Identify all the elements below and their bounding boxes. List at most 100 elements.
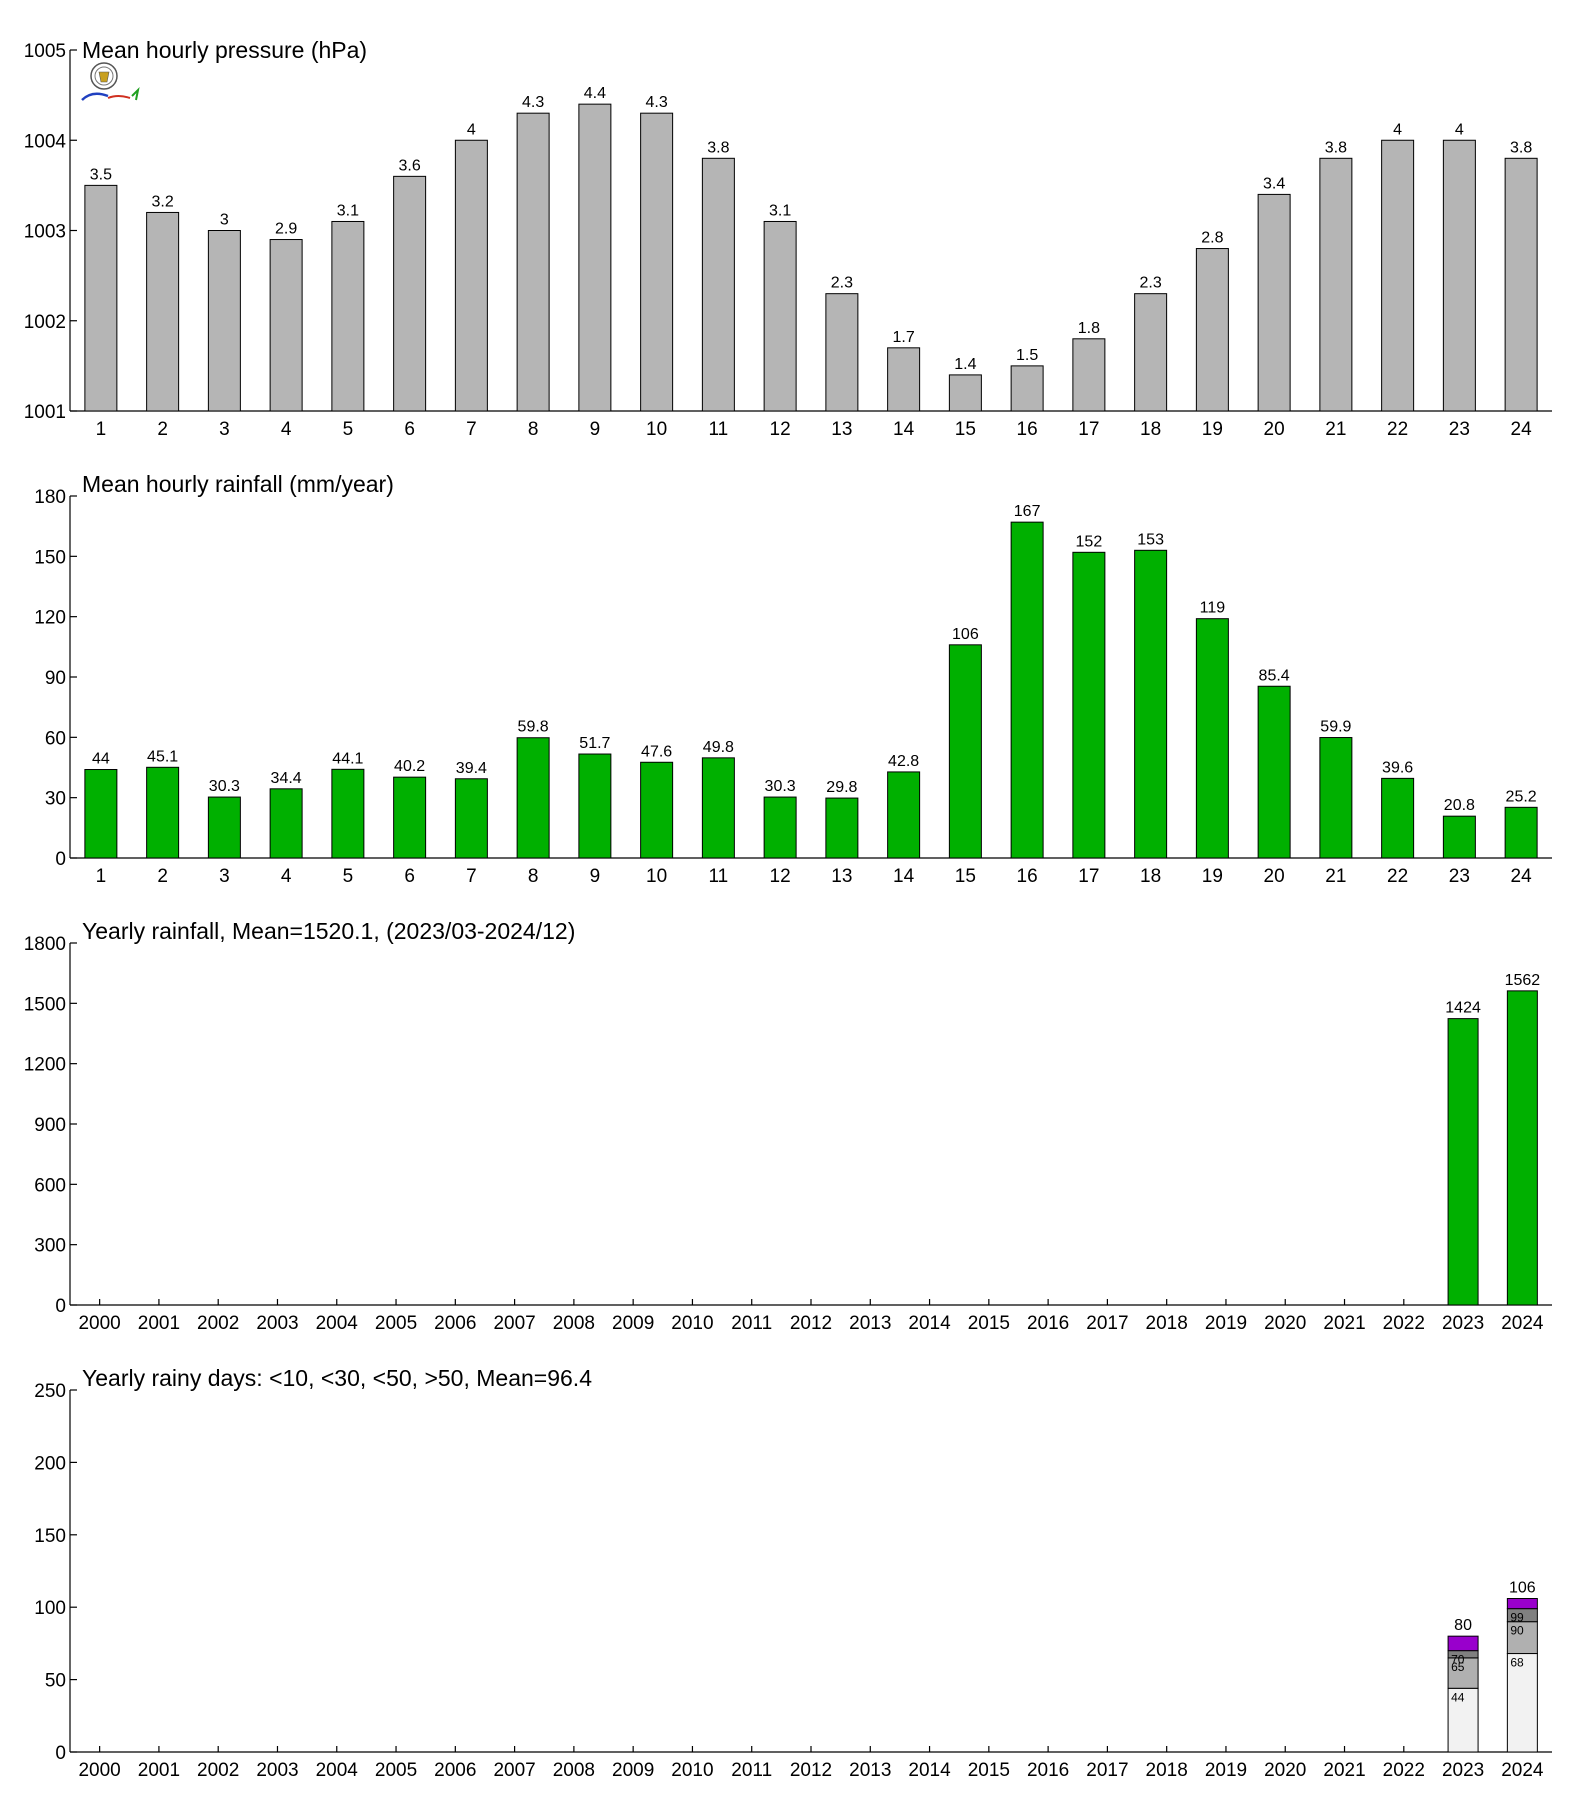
bar-value-label: 44.1: [332, 750, 363, 767]
bar: [948, 374, 982, 412]
y-tick-label: 1800: [24, 934, 66, 955]
x-tick-label: 2016: [1027, 1760, 1069, 1781]
x-tick-label: 2006: [434, 1760, 476, 1781]
x-tick-label: 2015: [968, 1760, 1010, 1781]
bar: [146, 766, 180, 859]
bar-value-label: 30.3: [209, 778, 240, 795]
bar-total-label: 106: [1509, 1580, 1536, 1597]
bar: [454, 778, 488, 859]
x-tick-label: 2012: [790, 1760, 832, 1781]
bar: [640, 112, 674, 412]
x-tick-label: 17: [1078, 419, 1099, 440]
x-tick-label: 11: [709, 419, 729, 440]
bar-value-label: 42.8: [888, 753, 919, 770]
y-tick-label: 1001: [24, 402, 66, 423]
bar-value-label: 152: [1076, 533, 1103, 550]
y-tick-label: 1200: [24, 1055, 66, 1076]
bar: [1442, 139, 1476, 412]
x-tick-label: 19: [1202, 866, 1223, 887]
x-tick-label: 14: [893, 866, 915, 887]
x-tick-label: 2002: [197, 1760, 239, 1781]
bar-value-label: 1.8: [1078, 320, 1100, 337]
bar-value-label: 4: [1455, 121, 1464, 138]
bar-value-label: 167: [1014, 503, 1041, 520]
bar: [1072, 551, 1106, 859]
bar-value-label: 3.1: [337, 202, 359, 219]
bar-value-label: 30.3: [765, 778, 796, 795]
bar: [825, 293, 859, 412]
segment-label: 65: [1451, 1660, 1465, 1674]
x-tick-label: 2010: [671, 1760, 713, 1781]
y-tick-label: 0: [55, 1743, 66, 1764]
x-tick-label: 2: [157, 866, 168, 887]
bar-value-label: 1.5: [1016, 347, 1038, 364]
bar: [1442, 815, 1476, 859]
x-tick-label: 10: [646, 866, 667, 887]
bar-segment: [1447, 1657, 1479, 1689]
x-tick-label: 2015: [968, 1313, 1010, 1334]
bar-value-label: 47.6: [641, 743, 672, 760]
bar: [1010, 521, 1044, 859]
bar: [1134, 293, 1168, 412]
x-tick-label: 2020: [1264, 1313, 1306, 1334]
x-tick-label: 13: [831, 866, 852, 887]
x-tick-label: 2019: [1205, 1313, 1247, 1334]
x-tick-label: 2008: [553, 1313, 595, 1334]
x-tick-label: 2004: [316, 1760, 359, 1781]
x-tick-label: 3: [219, 419, 230, 440]
bar: [84, 769, 118, 859]
x-tick-label: 4: [281, 419, 292, 440]
y-tick-label: 90: [45, 668, 66, 689]
x-tick-label: 2: [157, 419, 168, 440]
x-tick-label: 8: [528, 866, 539, 887]
x-tick-label: 2001: [138, 1313, 180, 1334]
bar-value-label: 39.4: [456, 760, 487, 777]
bar-value-label: 40.2: [394, 758, 425, 775]
x-tick-label: 8: [528, 419, 539, 440]
bar: [1010, 365, 1044, 412]
yearly-rainfall-chart: Yearly rainfall, Mean=1520.1, (2023/03-2…: [24, 918, 1552, 1334]
yearly-rainy-days-chart-title: Yearly rainy days: <10, <30, <50, >50, M…: [82, 1365, 592, 1391]
bar-value-label: 59.9: [1320, 719, 1351, 736]
bar-value-label: 85.4: [1259, 667, 1290, 684]
bar: [887, 347, 921, 412]
segment-label: 68: [1510, 1656, 1524, 1670]
x-tick-label: 2012: [790, 1313, 832, 1334]
bar-value-label: 2.8: [1201, 230, 1223, 247]
x-tick-label: 23: [1449, 866, 1470, 887]
bar: [825, 797, 859, 859]
bar-value-label: 3.8: [1325, 139, 1347, 156]
bar: [701, 157, 735, 412]
bar-value-label: 153: [1137, 531, 1164, 548]
y-tick-label: 180: [34, 487, 66, 508]
x-tick-label: 2005: [375, 1313, 417, 1334]
y-tick-label: 1500: [24, 994, 66, 1015]
bar-value-label: 106: [952, 626, 979, 643]
x-tick-label: 10: [646, 419, 667, 440]
bar-value-label: 3.4: [1263, 175, 1285, 192]
yearly-rainy-days-chart: Yearly rainy days: <10, <30, <50, >50, M…: [34, 1365, 1552, 1781]
x-tick-label: 2024: [1501, 1760, 1544, 1781]
bar-value-label: 2.9: [275, 221, 297, 238]
bar: [393, 175, 427, 412]
bar: [763, 796, 797, 859]
x-tick-label: 20: [1264, 419, 1285, 440]
x-tick-label: 2006: [434, 1313, 476, 1334]
y-tick-label: 250: [34, 1381, 66, 1402]
bar-value-label: 39.6: [1382, 759, 1413, 776]
bar-segment: [1447, 1635, 1479, 1652]
y-tick-label: 600: [34, 1175, 66, 1196]
x-tick-label: 2016: [1027, 1313, 1069, 1334]
hourly-rainfall-chart: Mean hourly rainfall (mm/year) 030609012…: [34, 471, 1552, 887]
x-tick-label: 2000: [78, 1760, 120, 1781]
bar-value-label: 3.1: [769, 202, 791, 219]
yearly-rainy-days-axes: 0 50 100 150 200 250 2000 2001 2002 2003 2004 2005 2…: [34, 1381, 1552, 1781]
x-tick-label: 15: [955, 419, 976, 440]
y-tick-label: 60: [45, 728, 66, 749]
bar: [1319, 157, 1353, 412]
x-tick-label: 21: [1325, 419, 1346, 440]
x-tick-label: 2003: [256, 1760, 298, 1781]
x-tick-label: 2013: [849, 1313, 891, 1334]
bar: [1257, 193, 1291, 412]
yearly-rainfall-axes: 0 300 600 900 1200 1500 1800 2000 2001 2002 2003 20…: [24, 934, 1552, 1334]
